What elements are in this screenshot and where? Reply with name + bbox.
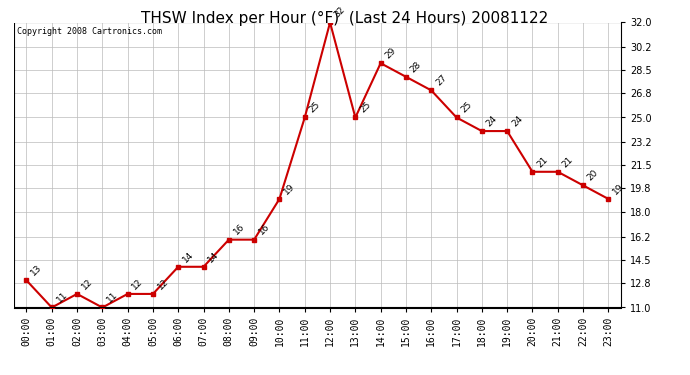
Text: 21: 21 xyxy=(535,154,550,169)
Text: THSW Index per Hour (°F)  (Last 24 Hours) 20081122: THSW Index per Hour (°F) (Last 24 Hours)… xyxy=(141,11,549,26)
Text: 12: 12 xyxy=(80,277,95,291)
Text: 13: 13 xyxy=(29,263,43,278)
Text: 21: 21 xyxy=(560,154,575,169)
Text: 20: 20 xyxy=(586,168,600,183)
Text: 12: 12 xyxy=(156,277,170,291)
Text: 14: 14 xyxy=(181,250,195,264)
Text: 19: 19 xyxy=(282,182,297,196)
Text: 24: 24 xyxy=(510,114,524,128)
Text: 11: 11 xyxy=(55,290,69,305)
Text: 29: 29 xyxy=(384,46,398,60)
Text: 25: 25 xyxy=(308,100,322,115)
Text: 16: 16 xyxy=(257,222,271,237)
Text: 25: 25 xyxy=(460,100,474,115)
Text: 19: 19 xyxy=(611,182,626,196)
Text: 16: 16 xyxy=(232,222,246,237)
Text: 28: 28 xyxy=(408,60,423,74)
Text: 32: 32 xyxy=(333,5,347,20)
Text: Copyright 2008 Cartronics.com: Copyright 2008 Cartronics.com xyxy=(17,27,162,36)
Text: 12: 12 xyxy=(130,277,145,291)
Text: 27: 27 xyxy=(434,73,448,88)
Text: 24: 24 xyxy=(484,114,499,128)
Text: 14: 14 xyxy=(206,250,221,264)
Text: 11: 11 xyxy=(105,290,119,305)
Text: 25: 25 xyxy=(358,100,373,115)
